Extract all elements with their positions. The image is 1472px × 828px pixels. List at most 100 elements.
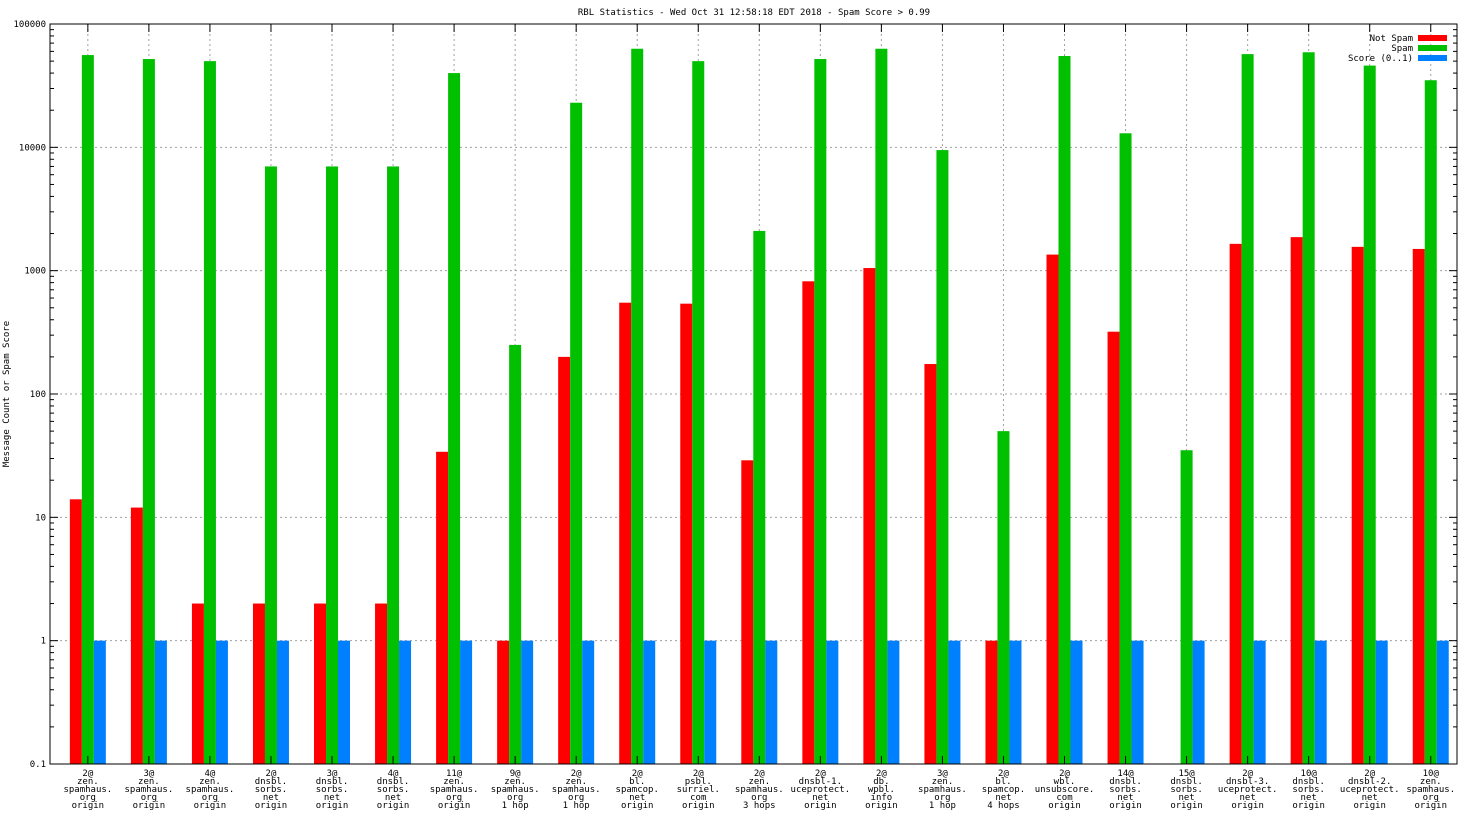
x-tick-label: org [934,793,950,803]
x-tick-label: 4@ [205,769,216,779]
y-tick-label: 0.1 [30,760,46,770]
x-tick-label: zen. [77,777,99,787]
x-tick-label: org [141,793,157,803]
x-tick-label: sorbs. [1292,785,1325,795]
x-tick-label: org [1423,793,1439,803]
chart-title: RBL Statistics - Wed Oct 31 12:58:18 EDT… [578,8,930,18]
x-tick-label: zen. [565,777,587,787]
x-tick-label: 4 hops [987,801,1020,811]
x-tick-label: dnsbl. [377,777,410,787]
y-axis-label: Message Count or Spam Score [2,321,12,467]
x-tick-label: 15@ [1178,769,1195,779]
x-tick-label: org [568,793,584,803]
y-tick-label: 100000 [13,20,46,30]
x-tick-label: dnsbl. [255,777,288,787]
bar-not-spam [130,507,143,764]
bar-spam [387,166,400,764]
x-tick-label: surriel. [677,785,720,795]
x-tick-label: spamhaus. [1406,785,1455,795]
x-tick-label: zen. [504,777,526,787]
y-tick-label: 100 [30,390,46,400]
x-tick-label: sorbs. [1109,785,1142,795]
bar-score-0-1 [1192,640,1205,764]
x-tick-label: org [751,793,767,803]
x-tick-label: 1 hop [929,801,956,811]
bar-score-0-1 [704,640,717,764]
x-tick-label: spamcop. [982,785,1025,795]
x-tick-label: origin [377,801,410,811]
bar-score-0-1 [215,640,228,764]
bar-not-spam [619,302,632,764]
x-tick-label: dnsbl. [1109,777,1142,787]
x-tick-label: 2@ [1364,769,1375,779]
bar-not-spam [252,603,265,764]
x-tick-label: unsubscore. [1035,785,1095,795]
x-tick-label: 2@ [632,769,643,779]
x-tick-label: zen. [1420,777,1442,787]
bar-score-0-1 [154,640,167,764]
x-tick-label: origin [255,801,288,811]
x-tick-label: 2@ [1242,769,1253,779]
legend-swatch [1418,35,1447,41]
bar-spam [997,431,1010,764]
bar-not-spam [863,268,876,764]
x-tick-label: bl. [629,777,645,787]
bar-spam [1119,133,1132,764]
bar-spam [1241,54,1254,765]
bar-score-0-1 [521,640,534,764]
bar-not-spam [985,640,998,764]
bar-spam [1424,80,1437,764]
x-tick-label: 3@ [327,769,338,779]
bar-spam [264,166,277,764]
bar-not-spam [680,303,693,764]
x-tick-label: dnsbl. [1170,777,1203,787]
x-tick-label: net [385,793,401,803]
x-tick-label: net [995,793,1011,803]
bar-score-0-1 [1314,640,1327,764]
bar-not-spam [497,640,510,764]
bars-group [69,48,1449,765]
x-tick-label: wpbl. [868,785,895,795]
bar-not-spam [924,364,937,764]
x-tick-label: net [629,793,645,803]
x-tick-label: 11@ [446,769,463,779]
x-tick-label: origin [682,801,715,811]
bar-spam [875,48,888,765]
bar-spam [631,48,644,765]
legend-label: Not Spam [1370,34,1413,44]
bar-score-0-1 [1375,640,1388,764]
x-tick-label: 2@ [266,769,277,779]
x-tick-label: origin [72,801,105,811]
bar-not-spam [1290,237,1303,765]
bar-not-spam [191,603,204,764]
x-tick-label: origin [865,801,898,811]
x-tick-label: dnsbl-3. [1226,777,1269,787]
bar-score-0-1 [276,640,289,764]
x-tick-label: origin [316,801,349,811]
legend-label: Score (0..1) [1348,54,1413,64]
x-tick-label: net [263,793,279,803]
bar-spam [692,61,705,765]
bar-score-0-1 [93,640,106,764]
x-tick-label: net [1362,793,1378,803]
x-tick-label: net [1301,793,1317,803]
bar-spam [570,102,583,765]
x-tick-label: db. [873,777,889,787]
x-tick-label: org [507,793,523,803]
x-tick-label: 2@ [1059,769,1070,779]
bar-spam [1058,56,1071,765]
x-tick-label: org [80,793,96,803]
x-tick-label: dnsbl-1. [799,777,842,787]
bar-not-spam [1107,331,1120,764]
x-tick-label: info [871,793,893,803]
legend-label: Spam [1391,44,1413,54]
x-tick-label: sorbs. [255,785,288,795]
x-tick-label: 2@ [571,769,582,779]
x-tick-label: dnsbl. [1292,777,1325,787]
bar-score-0-1 [399,640,412,764]
y-tick-label: 1000 [24,267,46,277]
x-tick-label: 10@ [1423,769,1440,779]
y-tick-labels: 0.1 1 10 100 1000 10000 100000 [13,20,46,770]
bar-not-spam [314,603,327,764]
x-tick-label: spamhaus. [735,785,784,795]
